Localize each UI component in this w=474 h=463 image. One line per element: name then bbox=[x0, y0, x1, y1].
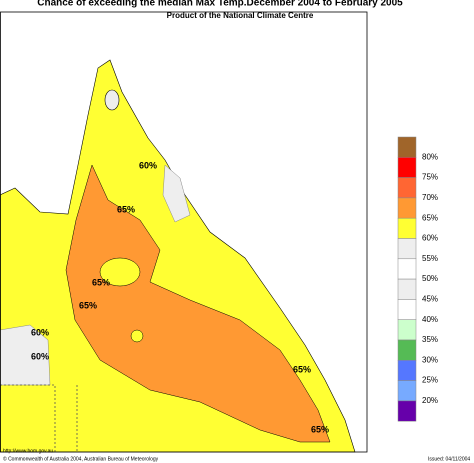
legend-swatch bbox=[397, 197, 417, 219]
hole bbox=[99, 257, 141, 287]
contour-label: 65% bbox=[92, 277, 110, 287]
legend-swatch bbox=[397, 360, 417, 381]
contour-label: 60% bbox=[31, 351, 49, 361]
legend-swatch bbox=[397, 278, 417, 300]
legend-label: 45% bbox=[422, 295, 438, 304]
legend-label: 20% bbox=[422, 396, 438, 405]
map-frame bbox=[0, 11, 368, 453]
issued: Issued: 04/11/2004 bbox=[428, 456, 470, 462]
url: http://www.bom.gov.au bbox=[3, 448, 53, 454]
legend-label: 65% bbox=[422, 213, 438, 222]
subtitle: Product of the National Climate Centre bbox=[167, 11, 314, 20]
legend-swatch bbox=[397, 339, 417, 361]
legend-swatch bbox=[397, 177, 417, 199]
legend-label: 35% bbox=[422, 335, 438, 344]
near-normal-area bbox=[162, 164, 191, 223]
copyright: © Commonwealth of Australia 2004, Austra… bbox=[3, 455, 159, 462]
contour-label: 65% bbox=[117, 204, 135, 214]
lake bbox=[104, 89, 120, 111]
legend-swatch bbox=[397, 258, 417, 280]
legend-label: 70% bbox=[422, 193, 438, 202]
legend-swatch bbox=[397, 136, 417, 158]
title: Chance of exceeding the median Max Temp.… bbox=[37, 0, 403, 9]
legend-label: 50% bbox=[422, 274, 438, 283]
legend-label: 80% bbox=[422, 152, 438, 161]
legend-swatch bbox=[397, 299, 417, 320]
contour-label: 65% bbox=[311, 424, 329, 434]
hole bbox=[130, 329, 144, 343]
contour-label: 60% bbox=[31, 327, 49, 337]
legend: 80% 75% 70% 65% 60% 55% 50% 45% 40% 35% 30% 25% 20% bbox=[397, 136, 438, 422]
warm-area bbox=[65, 164, 331, 443]
map bbox=[0, 11, 368, 453]
legend-label: 30% bbox=[422, 355, 438, 364]
legend-label: 40% bbox=[422, 315, 438, 324]
legend-swatch bbox=[397, 400, 417, 422]
legend-label: 75% bbox=[422, 173, 438, 182]
legend-swatch bbox=[397, 157, 417, 178]
near-normal-area bbox=[0, 324, 51, 386]
legend-label: 60% bbox=[422, 234, 438, 243]
legend-swatch bbox=[397, 238, 417, 260]
contour-labels: 60% 65% 65% 65% 60% 60% 65% 65% bbox=[31, 160, 329, 434]
contour-label: 65% bbox=[79, 300, 97, 310]
legend-label: 55% bbox=[422, 254, 438, 263]
contour-label: 60% bbox=[139, 160, 157, 170]
contour-label: 65% bbox=[293, 364, 311, 374]
legend-swatch bbox=[397, 380, 417, 402]
legend-swatch bbox=[397, 319, 417, 341]
legend-swatch bbox=[397, 217, 417, 239]
legend-label: 25% bbox=[422, 376, 438, 385]
state-border bbox=[0, 384, 78, 452]
